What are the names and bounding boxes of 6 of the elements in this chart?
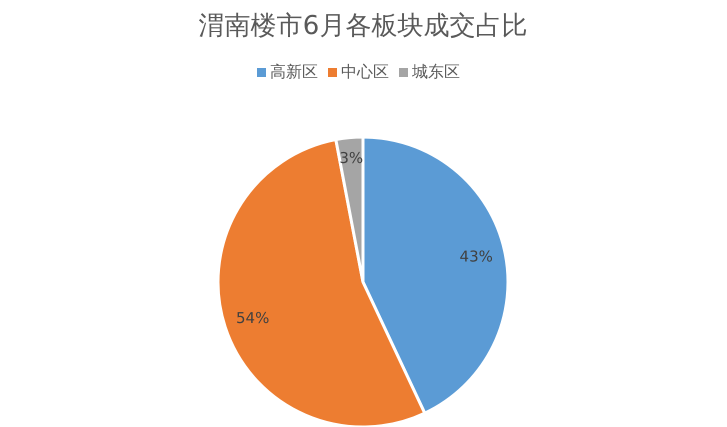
data-label: 43%: [460, 248, 493, 266]
legend-label: 中心区: [341, 62, 389, 81]
legend-label: 高新区: [270, 62, 318, 81]
data-label: 54%: [236, 308, 270, 327]
chart-title: 渭南楼市6月各板块成交占比: [198, 11, 528, 41]
legend-label: 城东区: [412, 62, 460, 81]
